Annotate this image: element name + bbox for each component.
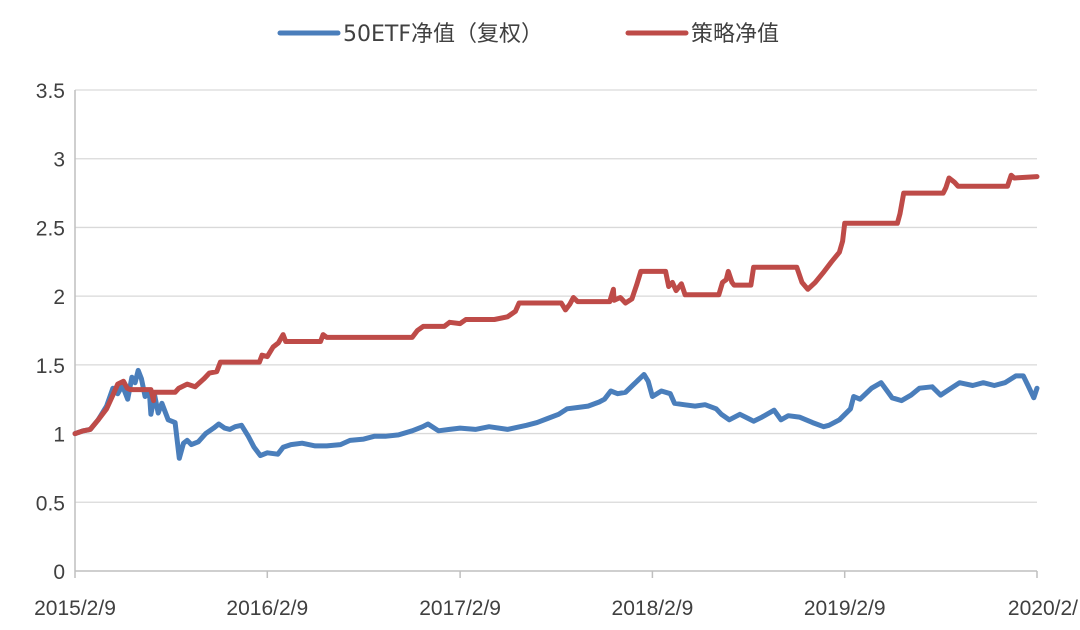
x-tick-label: 2018/2/9 — [612, 597, 694, 620]
x-tick-label: 2017/2/9 — [419, 597, 501, 620]
y-tick-label: 3 — [53, 149, 65, 172]
series-line-50etf — [72, 367, 1040, 461]
y-tick-label: 2 — [53, 286, 65, 309]
y-tick-label: 3.5 — [36, 80, 65, 103]
y-tick-label: 1.5 — [36, 355, 65, 378]
x-tick-label: 2019/2/9 — [804, 597, 886, 620]
y-tick-label: 2.5 — [36, 217, 65, 240]
series-line-strategy — [72, 172, 1040, 437]
legend-label-strategy: 策略净值 — [691, 22, 779, 47]
x-tick-label: 2016/2/9 — [226, 597, 308, 620]
axes — [74, 90, 1037, 572]
y-axis-ticks: 0 0.5 1 1.5 2 2.5 3 3.5 — [36, 80, 65, 584]
x-tick-label: 2015/2/9 — [34, 597, 116, 620]
y-tick-label: 1 — [53, 424, 65, 447]
x-tick-label: 2020/2/ — [1008, 597, 1078, 620]
legend: 50ETF净值（复权） 策略净值 — [277, 22, 779, 47]
plot-area — [72, 172, 1040, 461]
y-tick-label: 0 — [53, 561, 65, 584]
legend-label-50etf: 50ETF净值（复权） — [343, 22, 543, 47]
x-axis-ticks: 2015/2/9 2016/2/9 2017/2/9 2018/2/9 2019/2/9… — [34, 571, 1078, 620]
gridlines — [75, 89, 1037, 503]
y-tick-label: 0.5 — [36, 492, 65, 515]
